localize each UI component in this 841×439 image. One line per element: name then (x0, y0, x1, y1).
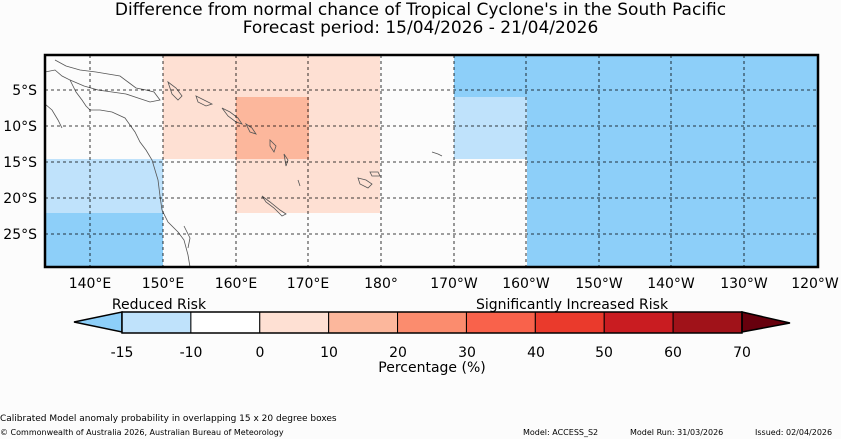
region-light-blue-east-pacific (454, 97, 527, 159)
lon-label-150e: 150°E (142, 276, 185, 292)
lon-label-170w: 170°W (430, 276, 478, 292)
colorbar-tick-m15: -15 (111, 345, 134, 361)
lon-label-140w: 140°W (647, 276, 695, 292)
colorbar-high-arrow (741, 311, 791, 333)
lat-label-25s: 25°S (3, 227, 37, 243)
colorbar-segment-30 (465, 311, 536, 334)
lon-label-160w: 160°W (502, 276, 550, 292)
region-blue-east-pacific-south (527, 97, 818, 267)
colorbar-tick-60: 60 (664, 345, 682, 361)
colorbar-tick-40: 40 (527, 345, 545, 361)
colorbar-segment-60 (672, 311, 743, 334)
region-light-orange-coral-sea (236, 159, 380, 213)
colorbar-tick-30: 30 (458, 345, 476, 361)
colorbar-tick-m10: -10 (180, 345, 203, 361)
colorbar-segment-40 (534, 311, 605, 334)
lon-label-130w: 130°W (720, 276, 768, 292)
lat-label-5s: 5°S (12, 83, 37, 99)
map-frame (43, 53, 820, 269)
colorbar-frame (121, 311, 743, 334)
footer-model-run: Model Run: 31/03/2026 (630, 428, 724, 437)
colorbar-tick-0: 0 (256, 345, 265, 361)
region-light-blue-coral (45, 159, 163, 213)
legend-reduced-label: Reduced Risk (112, 297, 207, 313)
footer-model: Model: ACCESS_S2 (523, 428, 599, 437)
colorbar-segment-10 (328, 311, 399, 334)
colorbar-segment--10 (190, 311, 261, 334)
lon-label-180: 180° (364, 276, 398, 292)
lon-label-160e: 160°E (215, 276, 258, 292)
region-blue-east-pacific-north (454, 55, 818, 97)
lon-label-170e: 170°E (287, 276, 330, 292)
footer-issued: Issued: 02/04/2026 (755, 428, 833, 437)
lon-label-120w: 120°W (791, 276, 839, 292)
colorbar-tick-70: 70 (733, 345, 751, 361)
colorbar-tick-20: 20 (389, 345, 407, 361)
region-blue-australia (45, 213, 163, 267)
lon-label-140e: 140°E (69, 276, 112, 292)
colorbar-segment-50 (603, 311, 674, 334)
footer-copyright: © Commonwealth of Australia 2026, Austra… (0, 428, 284, 437)
colorbar-tick-10: 10 (320, 345, 338, 361)
lat-label-20s: 20°S (3, 191, 37, 207)
legend-increased-label: Significantly Increased Risk (476, 297, 669, 313)
colorbar-axis-label: Percentage (%) (378, 360, 485, 376)
lat-label-10s: 10°S (3, 119, 37, 135)
footer-note: Calibrated Model anomaly probability in … (0, 414, 337, 424)
colorbar (121, 311, 743, 334)
colorbar-segment--15 (121, 311, 192, 334)
lat-label-15s: 15°S (3, 155, 37, 171)
colorbar-low-arrow (73, 311, 123, 333)
colorbar-segment-20 (397, 311, 467, 334)
forecast-period: Forecast period: 15/04/2026 - 21/04/2026 (242, 18, 599, 38)
lon-label-150w: 150°W (575, 276, 623, 292)
colorbar-tick-50: 50 (595, 345, 613, 361)
colorbar-segment-0 (259, 311, 330, 334)
coastlines (44, 59, 443, 268)
chart-title: Difference from normal chance of Tropica… (114, 0, 727, 20)
